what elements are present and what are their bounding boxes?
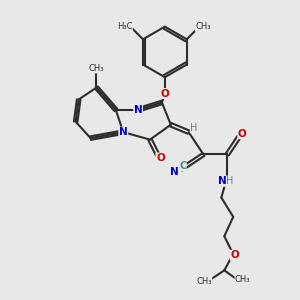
Text: CH₃: CH₃ — [195, 22, 211, 31]
Text: CH₃: CH₃ — [89, 64, 104, 73]
Text: O: O — [238, 129, 247, 139]
Text: O: O — [160, 88, 169, 98]
Text: H: H — [226, 176, 233, 186]
Text: N: N — [134, 105, 142, 115]
Text: O: O — [230, 250, 239, 260]
Text: N: N — [119, 127, 128, 137]
Text: H: H — [190, 123, 198, 133]
Text: CH₃: CH₃ — [196, 277, 212, 286]
Text: H₃C: H₃C — [117, 22, 132, 31]
Text: N: N — [170, 167, 179, 177]
Text: O: O — [156, 153, 165, 163]
Text: CH₃: CH₃ — [235, 275, 250, 284]
Text: C: C — [179, 161, 186, 171]
Text: N: N — [218, 176, 226, 186]
